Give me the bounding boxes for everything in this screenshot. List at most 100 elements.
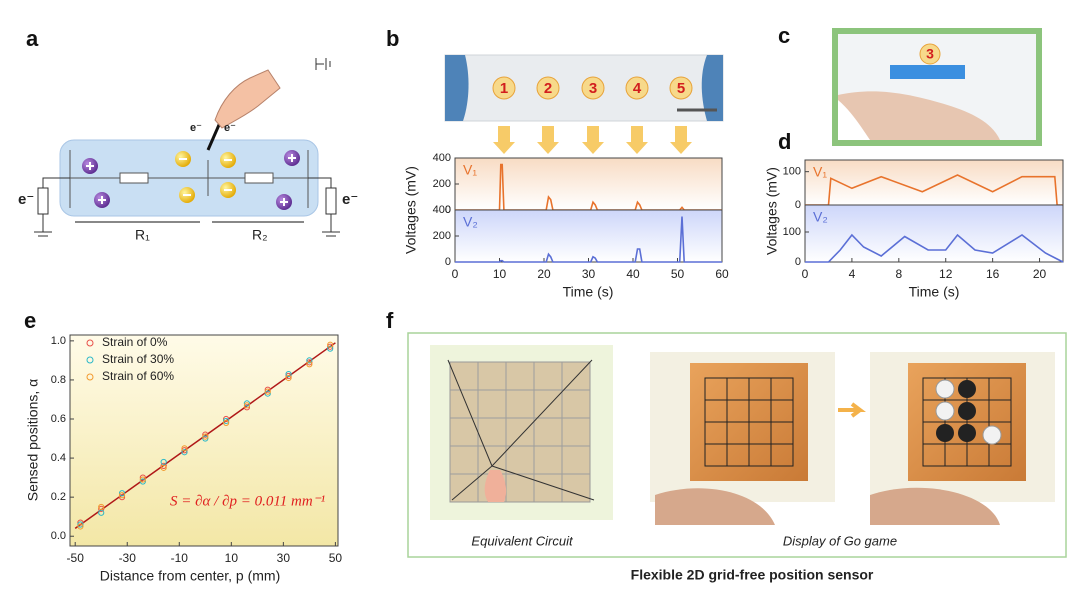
x-axis-label: Time (s): [563, 284, 614, 300]
glove: [701, 55, 723, 121]
resistor: [37, 187, 49, 215]
marker: [919, 43, 941, 65]
resistor: [119, 172, 149, 184]
legend-marker: [86, 356, 94, 364]
panel-label: e: [24, 308, 36, 333]
panel-a-diagram: e⁻ e⁻ e⁻ e⁻ R₁ R₂: [18, 58, 358, 243]
point: [327, 343, 334, 350]
x-tick-label: 30: [582, 267, 596, 281]
finger: [214, 69, 281, 129]
plot-area: [454, 157, 723, 211]
x-tick-label: 12: [939, 267, 953, 281]
y-tick-label: 0: [445, 204, 451, 216]
point-label: 1: [500, 80, 508, 97]
x-tick-label: 10: [225, 551, 239, 565]
point: [98, 503, 105, 511]
point: [285, 372, 292, 380]
point-label: 3: [589, 80, 597, 97]
point: [264, 386, 271, 393]
point: [98, 509, 105, 516]
series-label: V₂: [813, 209, 828, 225]
caption: Equivalent Circuit: [471, 533, 574, 548]
point: [264, 390, 271, 397]
point: [202, 435, 209, 442]
point: [202, 431, 209, 438]
point: [181, 449, 188, 456]
point: [243, 400, 251, 407]
panel-label: a: [26, 26, 39, 51]
resistor-label: R₂: [252, 227, 268, 243]
x-tick-label: 40: [626, 267, 640, 281]
y-tick-label: 0: [795, 199, 801, 211]
point: [139, 474, 146, 481]
x-tick-label: -30: [119, 551, 137, 565]
line: [455, 216, 722, 263]
y-tick-label: 0.0: [51, 530, 66, 542]
point: [306, 357, 313, 364]
electron-label: e⁻: [190, 122, 202, 134]
point: [160, 458, 167, 466]
y-tick-label: 200: [433, 178, 451, 190]
stones: [935, 379, 1002, 445]
point: [306, 361, 313, 368]
electron-label: e⁻: [18, 191, 34, 208]
resistor: [325, 187, 337, 215]
point: [243, 404, 251, 411]
y-tick-label: 400: [433, 204, 451, 216]
y-tick-label: 0: [795, 256, 801, 268]
x-axis-label: Time (s): [909, 284, 960, 300]
electron-label: e⁻: [342, 191, 358, 208]
point: [181, 445, 188, 452]
x-tick-label: 30: [277, 551, 291, 565]
y-tick-label: 100: [783, 166, 801, 178]
point: [160, 464, 167, 471]
y-tick-label: 0.4: [51, 452, 66, 464]
arrows: [493, 126, 692, 154]
panel-label: f: [386, 308, 394, 333]
point: [202, 433, 209, 440]
hand-sensor: [870, 487, 1000, 525]
hand: [838, 91, 1000, 140]
y-tick-label: 0.8: [51, 374, 66, 386]
point: [77, 523, 84, 530]
resistor-label: R₁: [135, 227, 150, 243]
caption: Display of Go game: [783, 533, 897, 548]
point: [118, 490, 126, 497]
sleeve: [838, 100, 870, 140]
panel-label: c: [778, 23, 790, 48]
x-tick-label: 8: [895, 267, 902, 281]
y-axis-label: Sensed positions, α: [25, 379, 41, 502]
panel-c-photo: 3: [832, 28, 1042, 146]
x-tick-label: 10: [493, 267, 507, 281]
hand: [484, 470, 507, 502]
electron-label: e⁻: [224, 122, 236, 134]
point: [118, 494, 126, 501]
x-tick-label: 20: [537, 267, 551, 281]
point: [285, 374, 292, 382]
x-tick-label: 0: [452, 267, 459, 281]
y-tick-label: 400: [433, 152, 451, 164]
point: [181, 447, 188, 454]
point: [223, 415, 230, 423]
x-tick-label: 60: [715, 267, 729, 281]
ground: [315, 58, 331, 70]
board-lines: [704, 377, 794, 467]
wires: [34, 177, 340, 237]
point: [77, 519, 84, 526]
x-tick-label: 0: [802, 267, 809, 281]
point: [139, 476, 146, 483]
x-tick-label: 4: [849, 267, 856, 281]
point: [98, 505, 105, 512]
arrow: [838, 402, 866, 418]
bar: [890, 65, 965, 79]
point: [243, 402, 251, 409]
point: [285, 370, 292, 378]
y-tick-label: 100: [783, 226, 801, 238]
circuit-wires: [447, 359, 595, 501]
point: [306, 359, 313, 366]
plot-area: [804, 204, 1064, 263]
point: [327, 341, 334, 348]
grid: [449, 361, 591, 503]
line: [805, 174, 1063, 206]
